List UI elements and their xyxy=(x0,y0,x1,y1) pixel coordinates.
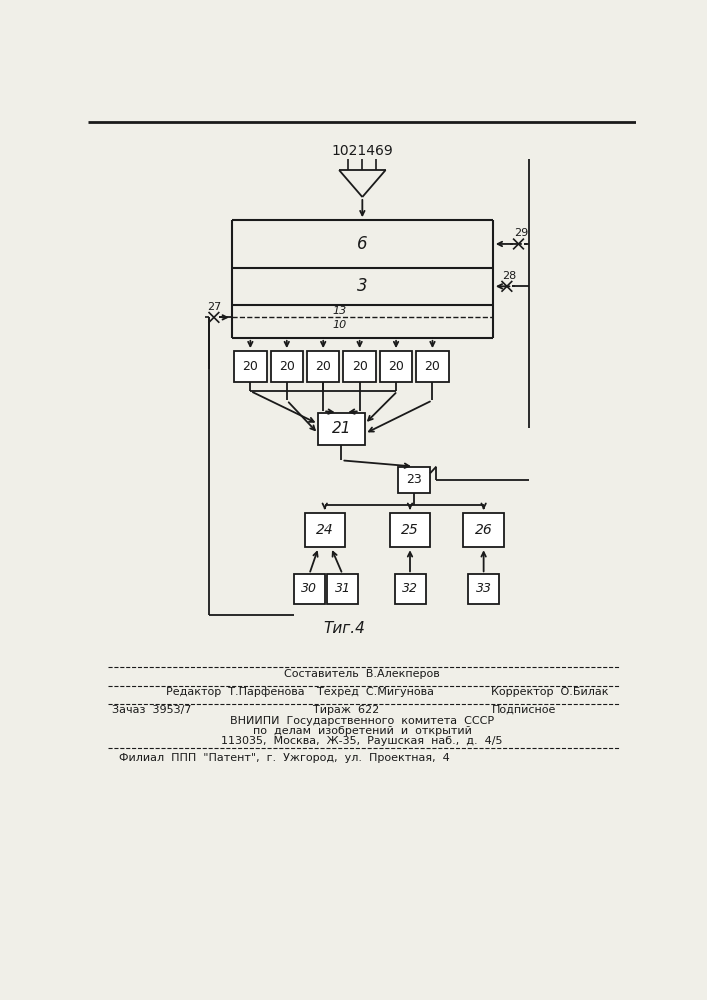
Bar xyxy=(464,513,504,547)
Text: 6: 6 xyxy=(357,235,368,253)
Text: Техред  С.Мигунова: Техред С.Мигунова xyxy=(317,687,434,697)
Bar xyxy=(395,574,426,604)
Text: 24: 24 xyxy=(316,523,334,537)
Text: Τиг.4: Τиг.4 xyxy=(323,621,365,636)
Text: Зачаз  3953/7: Зачаз 3953/7 xyxy=(112,705,191,715)
Text: 13: 13 xyxy=(332,306,346,316)
Text: 10: 10 xyxy=(332,320,346,330)
Text: 20: 20 xyxy=(279,360,295,373)
Text: Тираж  622: Тираж 622 xyxy=(313,705,380,715)
Bar xyxy=(293,574,325,604)
Text: 32: 32 xyxy=(402,582,418,595)
Text: 20: 20 xyxy=(315,360,331,373)
Text: Подписное: Подписное xyxy=(491,705,556,715)
Text: 23: 23 xyxy=(406,473,422,486)
Bar xyxy=(397,466,430,493)
Text: 1021469: 1021469 xyxy=(331,144,393,158)
Text: 27: 27 xyxy=(207,302,221,312)
Text: 25: 25 xyxy=(401,523,419,537)
Text: Редактор  Т.Парфенова: Редактор Т.Парфенова xyxy=(166,687,305,697)
Bar xyxy=(305,513,345,547)
Text: Филиал  ППП  "Патент",  г.  Ужгород,  ул.  Проектная,  4: Филиал ППП "Патент", г. Ужгород, ул. Про… xyxy=(119,753,450,763)
Text: 28: 28 xyxy=(502,271,516,281)
Text: 20: 20 xyxy=(351,360,368,373)
Text: 29: 29 xyxy=(514,228,528,238)
Text: 31: 31 xyxy=(334,582,351,595)
Bar xyxy=(307,351,339,382)
Text: 30: 30 xyxy=(301,582,317,595)
Bar xyxy=(380,351,412,382)
Bar xyxy=(318,413,365,445)
Bar xyxy=(327,574,358,604)
Text: 20: 20 xyxy=(424,360,440,373)
Text: 33: 33 xyxy=(476,582,491,595)
Text: ВНИИПИ  Государственного  комитета  СССР: ВНИИПИ Государственного комитета СССР xyxy=(230,716,494,726)
Text: 21: 21 xyxy=(332,421,351,436)
Text: 20: 20 xyxy=(388,360,404,373)
Bar xyxy=(234,351,267,382)
Bar xyxy=(390,513,430,547)
Text: Корректор  О.Билак: Корректор О.Билак xyxy=(491,687,609,697)
Bar xyxy=(344,351,376,382)
Text: Составитель  В.Алекперов: Составитель В.Алекперов xyxy=(284,669,440,679)
Bar xyxy=(416,351,449,382)
Text: 20: 20 xyxy=(243,360,258,373)
Text: 113035,  Москва,  Ж-35,  Раушская  наб.,  д.  4/5: 113035, Москва, Ж-35, Раушская наб., д. … xyxy=(221,736,503,746)
Text: 26: 26 xyxy=(474,523,493,537)
Bar xyxy=(271,351,303,382)
Text: 3: 3 xyxy=(357,277,368,295)
Text: по  делам  изобретений  и  открытий: по делам изобретений и открытий xyxy=(252,726,472,736)
Bar xyxy=(468,574,499,604)
